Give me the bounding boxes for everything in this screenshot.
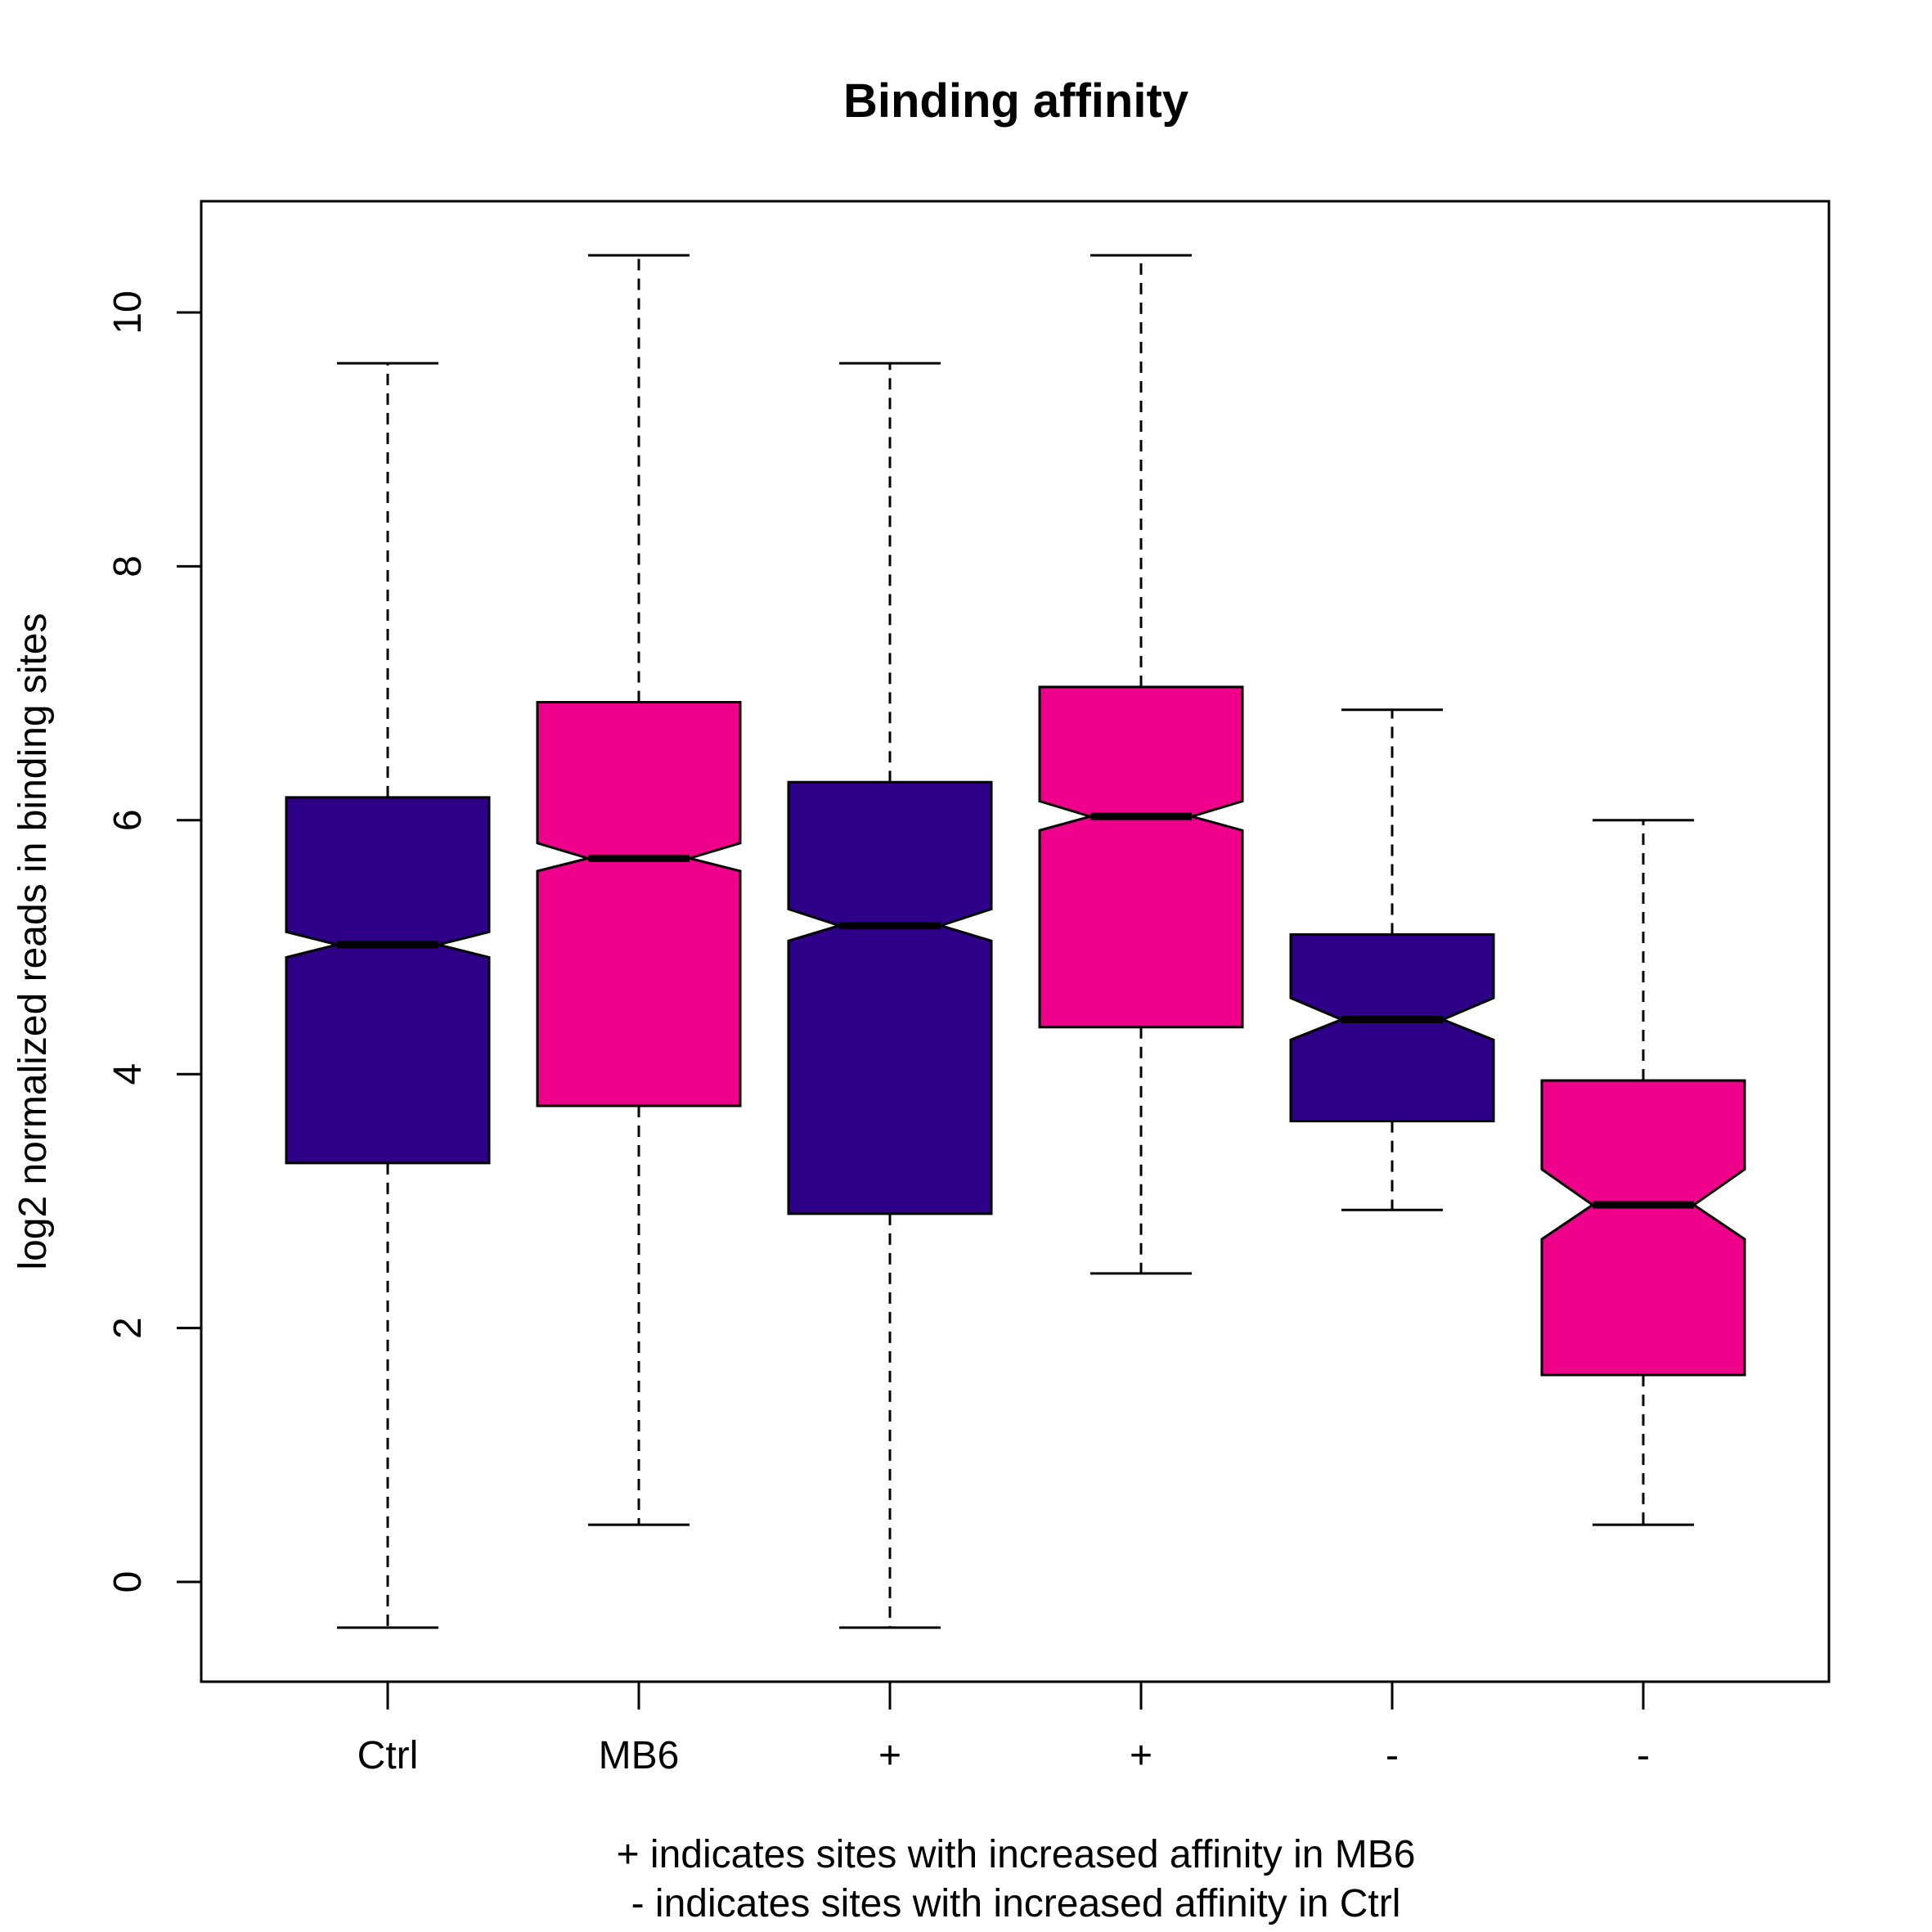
y-tick-label: 10: [106, 290, 150, 334]
y-tick-label: 0: [106, 1571, 150, 1593]
notched-box: [1038, 685, 1244, 1029]
notched-box: [285, 796, 491, 1165]
y-tick-label: 8: [106, 555, 150, 577]
chart-title: Binding affinity: [843, 74, 1188, 128]
box-group: [285, 362, 491, 1629]
notched-box: [1289, 932, 1495, 1123]
y-axis: 0 2 4 6 8 10: [106, 290, 201, 1593]
box-group: [787, 362, 993, 1629]
x-tick-label: +: [878, 1734, 901, 1777]
x-tick-label: -: [1386, 1734, 1399, 1777]
box-group: [1038, 254, 1244, 1275]
x-tick-label: -: [1637, 1734, 1650, 1777]
box-group: [1540, 819, 1746, 1526]
box-group: [1289, 708, 1495, 1211]
notched-box: [1540, 1079, 1746, 1377]
x-tick-label: MB6: [599, 1734, 680, 1777]
x-axis-note-line-2: - indicates sites with increased affinit…: [631, 1882, 1401, 1925]
plot-frame: [200, 200, 1831, 1683]
boxes-layer: [285, 254, 1746, 1629]
y-tick-label: 2: [106, 1317, 150, 1339]
notched-box: [787, 780, 993, 1215]
y-tick-label: 4: [106, 1063, 150, 1085]
x-axis: Ctrl MB6 + + - -: [357, 1682, 1650, 1777]
box-group: [536, 254, 742, 1526]
x-tick-label: Ctrl: [357, 1734, 419, 1777]
x-tick-label: +: [1130, 1734, 1152, 1777]
notched-box: [536, 700, 742, 1108]
y-axis-label: log2 normalized reads in binding sites: [11, 613, 55, 1269]
y-tick-label: 6: [106, 809, 150, 831]
x-axis-note-line-1: + indicates sites with increased affinit…: [617, 1833, 1416, 1876]
